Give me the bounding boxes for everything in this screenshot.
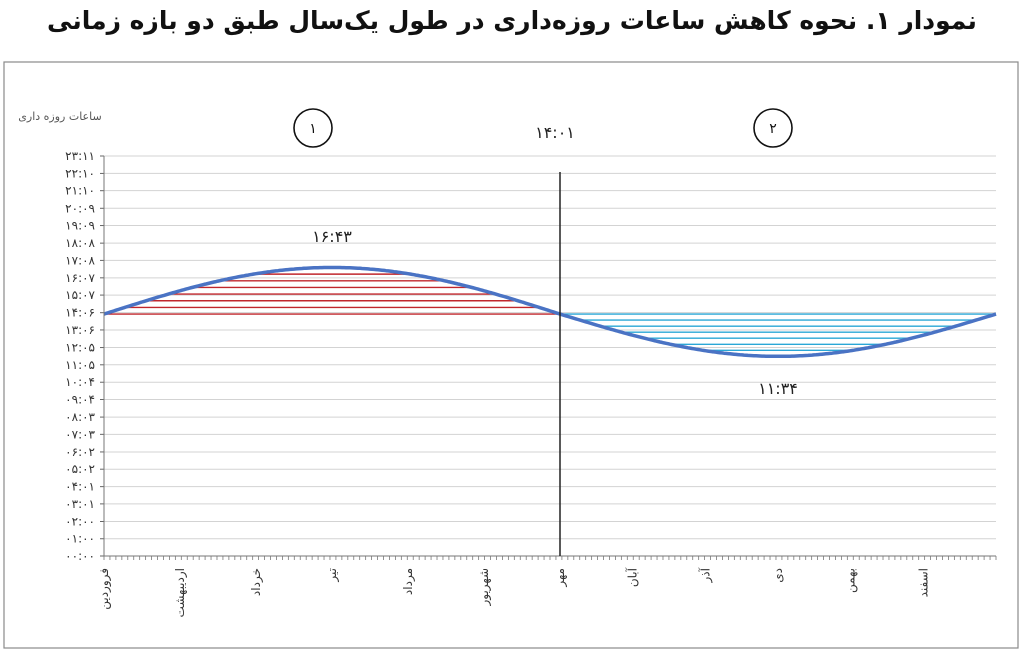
- y-tick-label: ۱۰:۰۴: [65, 375, 95, 389]
- y-tick-label: ۲۲:۱۰: [65, 166, 95, 180]
- period-1-circle: [293, 108, 333, 148]
- peak-annotation-period-1: ۱۶:۴۳: [312, 227, 352, 246]
- y-tick-label: ۱۷:۰۸: [65, 253, 95, 267]
- baseline-annotation: ۱۴:۰۱: [535, 123, 575, 142]
- chart-frame: [3, 61, 1019, 649]
- x-tick-label: شهریور: [477, 568, 492, 607]
- chart-title: نمودار ۱. نحوه کاهش ساعات روزه‌داری در ط…: [47, 6, 977, 35]
- y-tick-label: ۰۸:۰۳: [65, 410, 95, 424]
- x-tick-label: فروردین: [97, 568, 112, 610]
- peak-annotation-period-2: ۱۱:۳۴: [758, 379, 798, 398]
- x-tick-label: مرداد: [401, 568, 416, 595]
- x-tick-label: اسفند: [916, 568, 930, 597]
- period-1-label: ۱: [309, 121, 317, 137]
- y-tick-label: ۰۲:۰۰: [65, 514, 95, 528]
- y-tick-label: ۰۳:۰۱: [65, 497, 95, 511]
- x-tick-label: اردیبهشت: [173, 568, 188, 617]
- x-tick-label: آذر: [697, 567, 713, 583]
- y-tick-label: ۰۰:۰۰: [65, 549, 95, 563]
- y-tick-label: ۰۹:۰۴: [65, 392, 95, 406]
- fasting-hours-curve: [103, 265, 997, 359]
- y-tick-label: ۲۱:۱۰: [65, 184, 95, 198]
- labels: ۰۰:۰۰ ۰۱:۰۰ ۰۲:۰۰ ۰۳:۰۱ ۰۴:۰۱ ۰۵:۰۲ ۰۶:۰۲ ۰۷:۰۳…: [18, 108, 930, 617]
- x-tick-label: خرداد: [249, 568, 264, 596]
- y-tick-label: ۱۴:۰۶: [65, 306, 95, 320]
- x-tick-label: بهمن: [844, 568, 859, 593]
- y-tick-label: ۰۴:۰۱: [65, 480, 95, 494]
- y-tick-label: ۰۱:۰۰: [65, 532, 95, 546]
- x-tick-label: مهر: [553, 568, 568, 588]
- y-tick-label: ۱۲:۰۵: [65, 341, 95, 355]
- y-tick-label: ۱۸:۰۸: [65, 236, 95, 250]
- grid: [104, 155, 996, 557]
- y-tick-label: ۰۶:۰۲: [65, 445, 95, 459]
- axes: [100, 155, 997, 560]
- y-tick-label: ۱۹:۰۹: [65, 219, 95, 233]
- y-tick-label: ۰۵:۰۲: [65, 462, 95, 476]
- period-2-circle: [753, 108, 793, 148]
- y-tick-label: ۱۳:۰۶: [65, 323, 95, 337]
- hatch-fill: [104, 273, 996, 352]
- y-tick-label: ۱۵:۰۷: [65, 288, 95, 302]
- x-tick-label: دی: [771, 568, 785, 583]
- y-tick-label: ۲۳:۱۱: [65, 149, 95, 163]
- x-tick-label: آبان: [625, 567, 640, 587]
- y-tick-label: ۱۶:۰۷: [65, 271, 95, 285]
- y-tick-label: ۲۰:۰۹: [65, 201, 95, 215]
- period-2-label: ۲: [769, 121, 777, 137]
- y-tick-label: ۱۱:۰۵: [65, 358, 95, 372]
- y-axis-label: ساعات روزه داری: [18, 110, 101, 123]
- y-tick-label: ۰۷:۰۳: [65, 427, 95, 441]
- curve: [103, 265, 997, 359]
- x-tick-label: تیر: [325, 568, 340, 583]
